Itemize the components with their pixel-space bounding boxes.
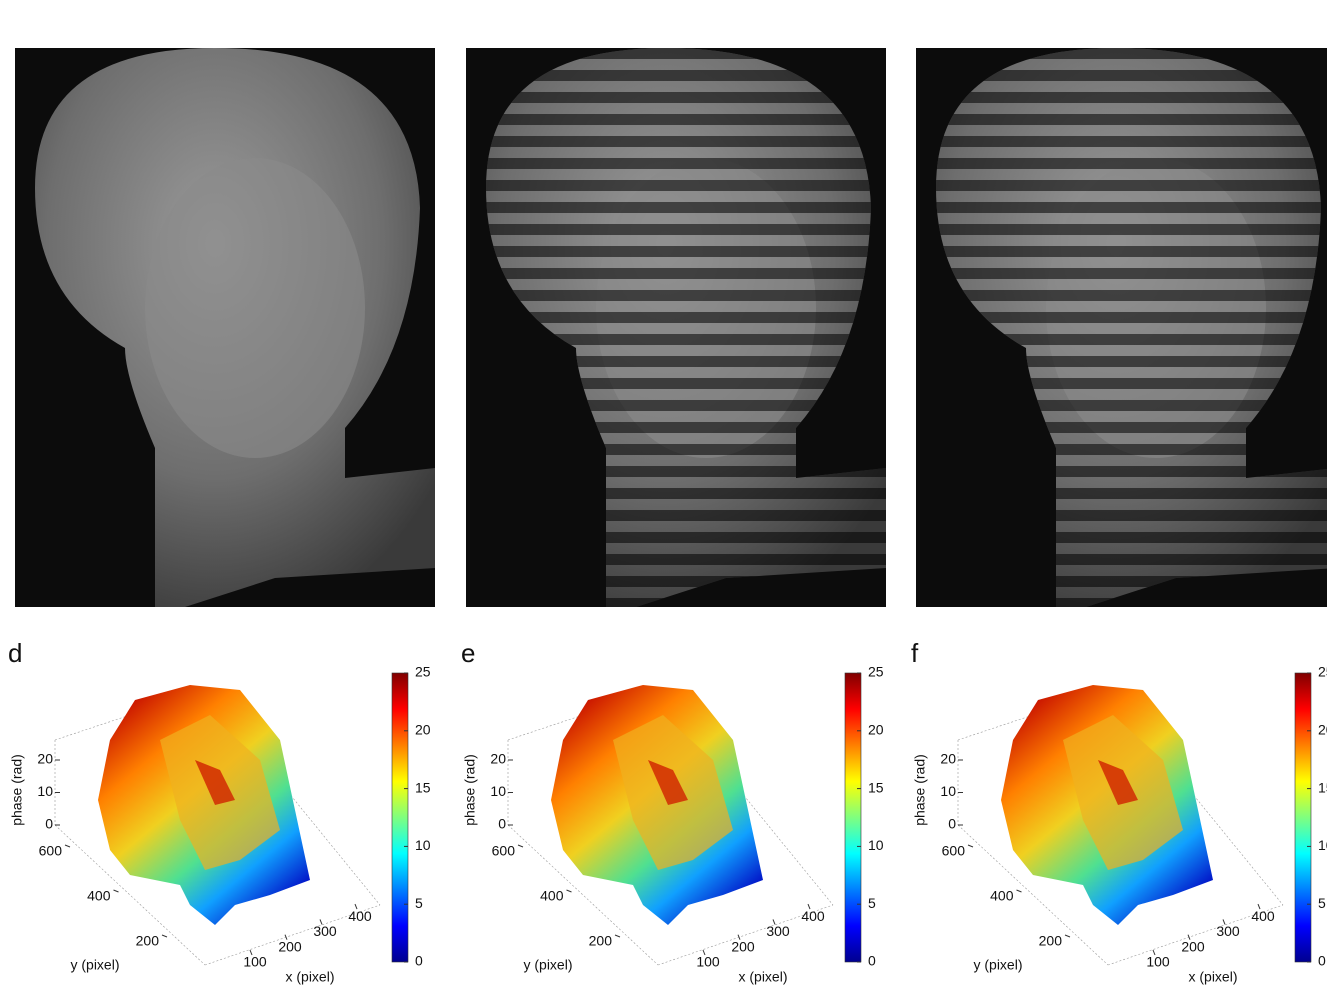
z-tick-label: 20 <box>490 751 506 767</box>
y-tick-label: 200 <box>136 933 160 949</box>
x-tick-label: 300 <box>1216 923 1240 939</box>
y-tick <box>162 935 167 937</box>
z-tick-label: 0 <box>498 816 506 832</box>
colorbar <box>392 673 408 962</box>
colorbar-tick-label: 5 <box>868 895 876 911</box>
y-tick-label: 600 <box>492 843 516 859</box>
photo <box>15 48 435 607</box>
colorbar-tick-label: 5 <box>1318 895 1326 911</box>
colorbar-tick-label: 25 <box>868 664 884 680</box>
colorbar-tick-label: 20 <box>868 722 884 738</box>
colorbar-tick-label: 20 <box>1318 722 1327 738</box>
y-tick-label: 200 <box>589 933 613 949</box>
colorbar-tick-label: 15 <box>415 779 431 795</box>
x-tick-label: 100 <box>1146 954 1170 970</box>
x-tick-label: 400 <box>1251 908 1275 924</box>
z-tick-label: 0 <box>45 816 53 832</box>
colorbar <box>845 673 861 962</box>
panel-label: d <box>8 638 22 668</box>
y-axis-label: y (pixel) <box>70 957 119 973</box>
surface-plot: 0 10 20 200 400 600 100 200 300 400 phase (rad) y (… <box>9 685 380 985</box>
y-tick <box>114 890 119 892</box>
z-tick-label: 10 <box>940 783 956 799</box>
colorbar-tick-label: 10 <box>1318 837 1327 853</box>
z-axis-label: phase (rad) <box>9 754 25 826</box>
x-tick-label: 400 <box>348 908 372 924</box>
photo <box>916 48 1327 607</box>
x-tick-label: 400 <box>801 908 825 924</box>
z-tick-label: 20 <box>37 751 53 767</box>
colorbar-tick-label: 0 <box>868 953 876 969</box>
z-tick-label: 0 <box>948 816 956 832</box>
x-tick-label: 200 <box>278 938 302 954</box>
colorbar <box>1295 673 1311 962</box>
colorbar-tick-label: 25 <box>415 664 431 680</box>
colorbar-tick-label: 10 <box>415 837 431 853</box>
y-axis-label: y (pixel) <box>523 957 572 973</box>
z-tick-label: 10 <box>37 783 53 799</box>
y-tick <box>1017 890 1022 892</box>
z-tick-label: 20 <box>940 751 956 767</box>
x-axis-label: x (pixel) <box>1188 969 1237 985</box>
colorbar-tick-label: 0 <box>415 953 423 969</box>
z-axis-label: phase (rad) <box>462 754 478 826</box>
y-tick <box>615 935 620 937</box>
panel-label: f <box>911 638 919 668</box>
colorbar-tick-label: 25 <box>1318 664 1327 680</box>
colorbar-tick-label: 0 <box>1318 953 1326 969</box>
x-tick-label: 100 <box>243 954 267 970</box>
surface-plot: 0 10 20 200 400 600 100 200 300 400 phase (rad) y (… <box>912 685 1283 985</box>
y-tick-label: 200 <box>1039 933 1063 949</box>
z-axis-label: phase (rad) <box>912 754 928 826</box>
face <box>145 158 365 458</box>
y-tick <box>65 845 70 847</box>
surface-plot: 0 10 20 200 400 600 100 200 300 400 phase (rad) y (… <box>462 685 833 985</box>
x-axis-label: x (pixel) <box>285 969 334 985</box>
x-tick-label: 200 <box>731 938 755 954</box>
colorbar-tick-label: 5 <box>415 895 423 911</box>
x-axis-label: x (pixel) <box>738 969 787 985</box>
colorbar-tick-label: 15 <box>1318 779 1327 795</box>
y-tick-label: 600 <box>942 843 966 859</box>
figure: abcd01020200400600100200300400phase (rad… <box>0 0 1327 986</box>
photo <box>466 48 886 607</box>
x-tick-label: 200 <box>1181 938 1205 954</box>
y-tick <box>518 845 523 847</box>
y-tick-label: 600 <box>39 843 63 859</box>
y-tick-label: 400 <box>990 888 1014 904</box>
y-tick <box>968 845 973 847</box>
z-tick-label: 10 <box>490 783 506 799</box>
colorbar-tick-label: 15 <box>868 779 884 795</box>
y-tick <box>1065 935 1070 937</box>
y-tick-label: 400 <box>540 888 564 904</box>
colorbar-tick-label: 20 <box>415 722 431 738</box>
panel-label: e <box>461 638 475 668</box>
y-tick <box>567 890 572 892</box>
y-tick-label: 400 <box>87 888 111 904</box>
x-tick-label: 100 <box>696 954 720 970</box>
x-tick-label: 300 <box>766 923 790 939</box>
colorbar-tick-label: 10 <box>868 837 884 853</box>
x-tick-label: 300 <box>313 923 337 939</box>
y-axis-label: y (pixel) <box>973 957 1022 973</box>
